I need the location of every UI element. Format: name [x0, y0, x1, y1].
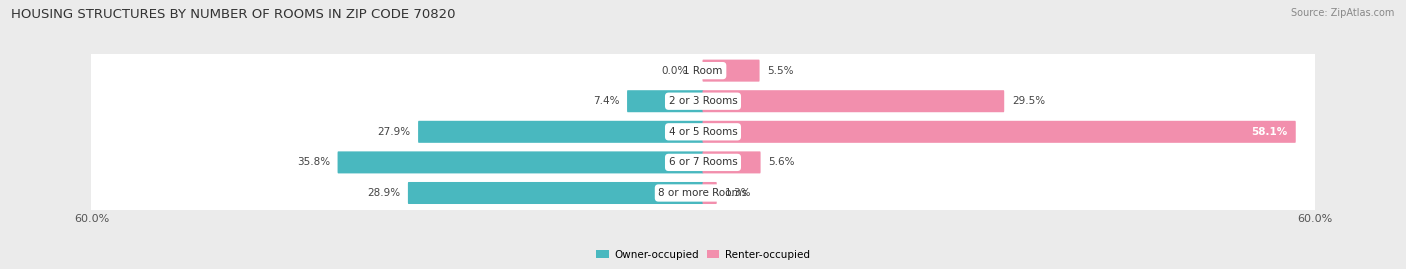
Text: 1 Room: 1 Room: [683, 66, 723, 76]
Text: 2 or 3 Rooms: 2 or 3 Rooms: [669, 96, 737, 106]
Text: 7.4%: 7.4%: [593, 96, 620, 106]
Text: HOUSING STRUCTURES BY NUMBER OF ROOMS IN ZIP CODE 70820: HOUSING STRUCTURES BY NUMBER OF ROOMS IN…: [11, 8, 456, 21]
FancyBboxPatch shape: [703, 121, 1296, 143]
Text: 4 or 5 Rooms: 4 or 5 Rooms: [669, 127, 737, 137]
FancyBboxPatch shape: [703, 90, 1004, 112]
FancyBboxPatch shape: [337, 151, 703, 174]
FancyBboxPatch shape: [73, 111, 1333, 153]
Text: 28.9%: 28.9%: [367, 188, 401, 198]
FancyBboxPatch shape: [73, 49, 1333, 92]
FancyBboxPatch shape: [703, 151, 761, 174]
FancyBboxPatch shape: [703, 60, 759, 82]
Text: 5.6%: 5.6%: [768, 157, 794, 167]
FancyBboxPatch shape: [73, 172, 1333, 214]
Text: 27.9%: 27.9%: [377, 127, 411, 137]
Text: 29.5%: 29.5%: [1012, 96, 1045, 106]
FancyBboxPatch shape: [73, 141, 1333, 183]
FancyBboxPatch shape: [627, 90, 703, 112]
Text: 58.1%: 58.1%: [1251, 127, 1286, 137]
Text: 8 or more Rooms: 8 or more Rooms: [658, 188, 748, 198]
Legend: Owner-occupied, Renter-occupied: Owner-occupied, Renter-occupied: [592, 246, 814, 264]
Text: 1.3%: 1.3%: [724, 188, 751, 198]
FancyBboxPatch shape: [73, 80, 1333, 122]
Text: 35.8%: 35.8%: [297, 157, 330, 167]
FancyBboxPatch shape: [703, 182, 717, 204]
FancyBboxPatch shape: [418, 121, 703, 143]
Text: 0.0%: 0.0%: [661, 66, 688, 76]
Text: Source: ZipAtlas.com: Source: ZipAtlas.com: [1291, 8, 1395, 18]
FancyBboxPatch shape: [408, 182, 703, 204]
Text: 5.5%: 5.5%: [768, 66, 794, 76]
Text: 6 or 7 Rooms: 6 or 7 Rooms: [669, 157, 737, 167]
